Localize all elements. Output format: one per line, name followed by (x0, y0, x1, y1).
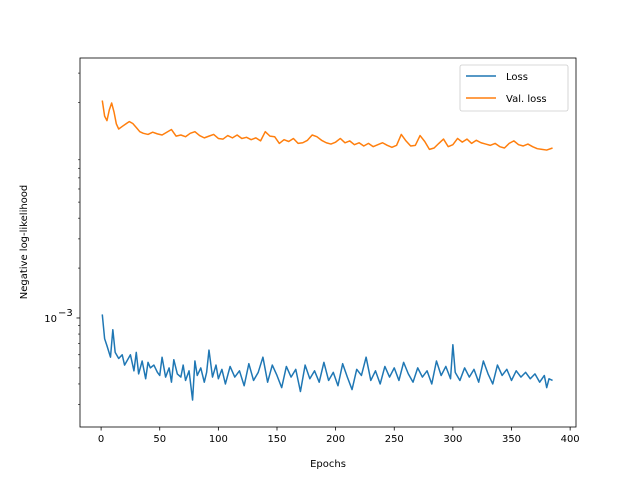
x-tick-label: 400 (561, 434, 580, 445)
x-tick-label: 0 (98, 434, 104, 445)
legend-label-loss: Loss (506, 72, 528, 83)
series-line-loss (101, 314, 553, 401)
series-layer (101, 100, 553, 401)
x-tick-label: 50 (153, 434, 166, 445)
y-tick-label-exponent: −3 (58, 308, 73, 319)
legend: Loss Val. loss (459, 64, 569, 112)
x-tick-label: 250 (385, 434, 404, 445)
x-tick-label: 200 (326, 434, 345, 445)
x-axis-label: Epochs (310, 459, 346, 470)
x-tick-label: 100 (209, 434, 228, 445)
x-tick-label: 300 (443, 434, 462, 445)
y-tick-label: 10 (44, 314, 57, 325)
axes-frame (79, 57, 577, 428)
y-axis-ticks: 10−3 (44, 72, 80, 405)
series-line-val-loss (101, 100, 553, 151)
legend-label-val-loss: Val. loss (506, 94, 547, 105)
x-tick-label: 150 (267, 434, 286, 445)
y-axis-label: Negative log-likelihood (19, 185, 30, 300)
x-tick-label: 350 (502, 434, 521, 445)
x-axis-ticks: 0 50 100 150 200 250 300 350 400 (98, 427, 580, 445)
